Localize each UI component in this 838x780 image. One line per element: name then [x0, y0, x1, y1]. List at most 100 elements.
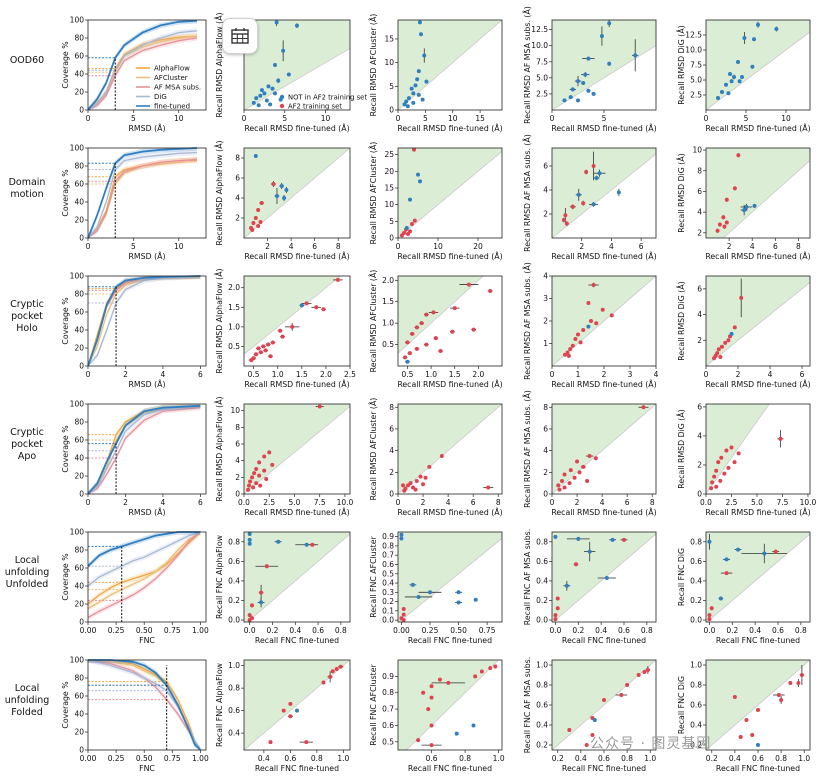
data-point [452, 306, 457, 311]
data-point [570, 204, 575, 209]
better-region [244, 532, 350, 622]
x-tick-label: 0.2 [572, 626, 584, 635]
data-point [418, 32, 423, 37]
data-point [563, 213, 568, 218]
data-point [773, 549, 778, 554]
x-tick-label: 0.0 [549, 626, 561, 635]
x-tick-label: 0.5 [401, 370, 413, 379]
data-point [594, 321, 599, 326]
data-point [401, 618, 406, 622]
y-tick-label: 0.2 [690, 741, 702, 750]
better-region [706, 276, 810, 366]
row-label-line: Local [14, 555, 40, 566]
data-point [414, 325, 419, 330]
y-tick-label: 10 [692, 146, 702, 155]
y-tick-label: 20 [74, 88, 84, 97]
x-tick-label: 0.00 [80, 626, 97, 635]
diagonal-line [398, 404, 502, 494]
y-tick-label: 0.2 [228, 596, 240, 605]
data-point [584, 170, 589, 174]
data-point [756, 22, 760, 27]
y-tick-label: 0 [79, 490, 84, 499]
series-line [87, 20, 197, 111]
y-axis-label: Recall RMSD AlphaFlow (Å) [215, 268, 224, 373]
diagonal-line [398, 151, 502, 238]
data-point [619, 693, 624, 697]
data-point [732, 325, 737, 330]
x-tick-label: 2 [575, 498, 580, 507]
y-tick-label: 0.0 [382, 616, 394, 625]
y-tick-label: 4 [389, 446, 394, 455]
y-tick-label: 0 [389, 106, 394, 115]
plot-area [552, 404, 656, 494]
data-point [286, 72, 291, 77]
y-axis-label: Coverage % [61, 681, 70, 728]
x-tick-label: 0.8 [335, 626, 347, 635]
y-tick-label: 1.5 [382, 297, 394, 306]
data-point [740, 75, 744, 79]
table-view-icon[interactable] [222, 18, 258, 54]
data-point [591, 202, 596, 207]
plot-area [552, 532, 656, 622]
data-point [256, 208, 261, 212]
better-region [552, 20, 656, 110]
x-tick-label: 6 [639, 242, 644, 251]
y-tick-label: 5 [389, 217, 394, 226]
x-tick-label: 0.25 [108, 626, 125, 635]
x-tick-label: 10.0 [337, 498, 354, 507]
y-tick-label: 20 [74, 344, 84, 353]
x-tick-label: 5 [744, 114, 749, 123]
data-point [407, 351, 412, 356]
series-line [87, 275, 201, 367]
x-axis-label: Recall FNC fine-tuned [408, 764, 492, 773]
x-tick-label: 0 [242, 114, 247, 123]
y-tick-label: 60 [74, 180, 84, 189]
data-point [429, 684, 434, 689]
data-point [258, 220, 263, 224]
y-tick-label: 80 [74, 546, 84, 555]
data-point [247, 541, 252, 546]
axes-frame [705, 19, 811, 111]
x-tick-label: 1 [576, 370, 581, 379]
y-tick-label: 25 [384, 150, 394, 159]
diagonal-line [552, 45, 656, 110]
x-tick-label: 1.5 [449, 370, 461, 379]
x-tick-label: 10 [174, 242, 184, 251]
y-tick-label: 20 [74, 728, 84, 737]
x-tick-label: 6 [625, 498, 630, 507]
data-point [471, 327, 476, 332]
y-axis-label: Coverage % [61, 425, 70, 472]
data-point [720, 90, 724, 94]
data-point [270, 462, 275, 467]
x-tick-label: 0 [704, 370, 709, 379]
row-label-line: pocket [11, 439, 43, 450]
y-tick-label: 15 [384, 34, 394, 43]
data-point [592, 718, 597, 722]
y-axis-label: Recall RMSD AF MSA subs. (Å) [523, 6, 532, 124]
y-tick-label: 1.0 [228, 661, 240, 670]
y-tick-label: 2 [697, 228, 702, 237]
data-point [564, 221, 569, 226]
y-tick-label: 0.5 [228, 342, 240, 351]
data-point [408, 197, 412, 202]
x-tick-label: 4 [600, 498, 605, 507]
x-tick-label: 10.0 [800, 498, 817, 507]
axes-frame [397, 275, 503, 367]
y-axis-label: Recall RMSD AFCluster (Å) [369, 270, 378, 373]
axes-frame [705, 659, 811, 751]
data-point [616, 190, 621, 195]
x-tick-label: 2 [602, 370, 607, 379]
data-point [405, 359, 410, 364]
x-tick-label: 6 [800, 370, 805, 379]
plot-area [244, 148, 350, 238]
y-tick-label: 0.6 [536, 557, 548, 566]
data-point [729, 445, 734, 450]
data-point [247, 613, 252, 618]
y-tick-label: 60 [74, 564, 84, 573]
x-tick-label: 1.0 [425, 370, 437, 379]
data-point [724, 571, 729, 576]
y-tick-label: 1.5 [228, 303, 240, 312]
x-tick-label: 0.75 [164, 626, 181, 635]
